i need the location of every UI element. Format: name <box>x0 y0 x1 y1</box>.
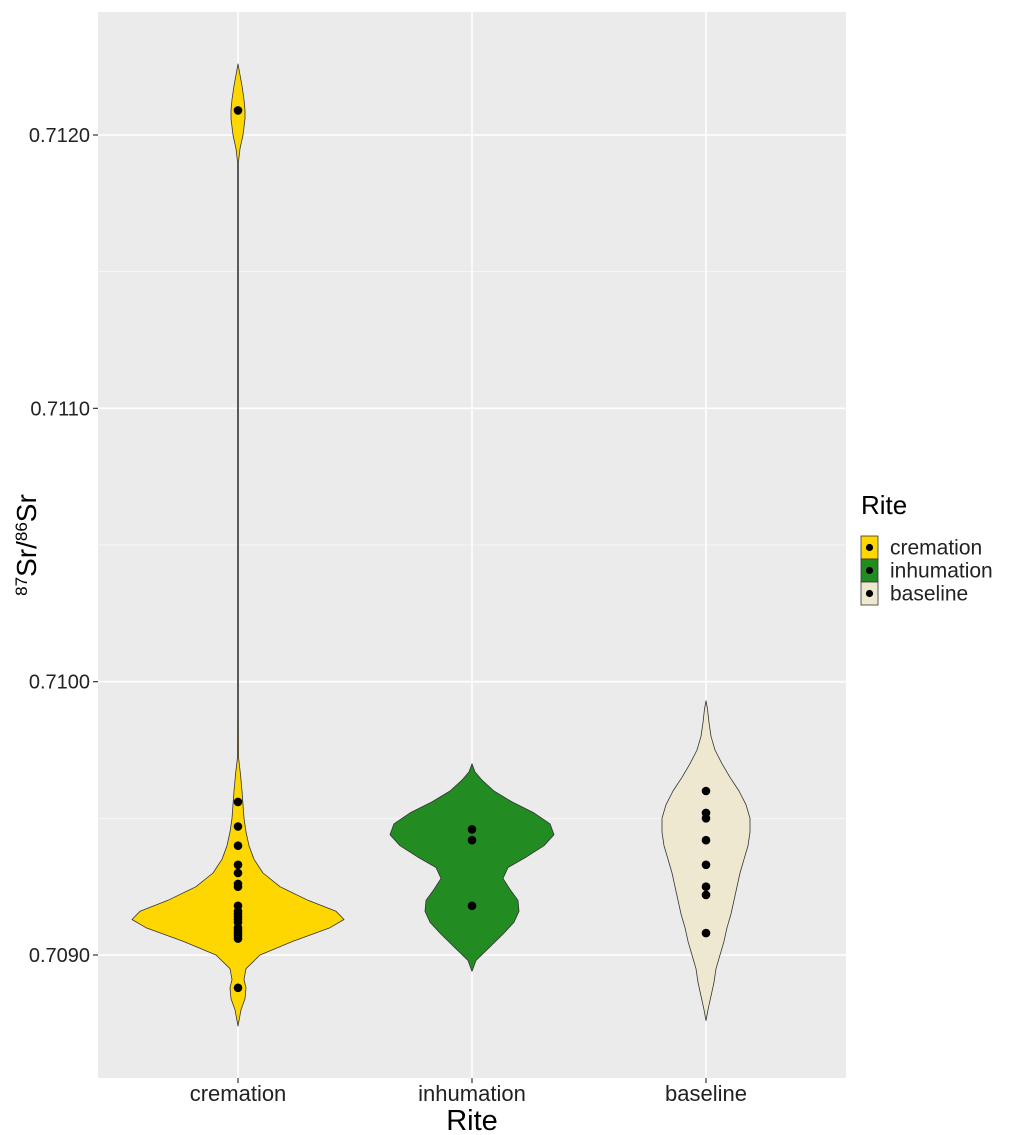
point-baseline-5 <box>701 882 711 891</box>
y-axis-title-sr-2: Sr <box>11 494 42 522</box>
point-inhumation-2 <box>467 901 477 911</box>
point-cremation-1 <box>233 797 243 807</box>
points-layer <box>233 106 711 993</box>
violin-layer <box>131 63 751 1027</box>
point-cremation-3 <box>233 841 243 850</box>
legend-title: Rite <box>861 490 907 520</box>
point-cremation-0 <box>233 106 243 115</box>
point-cremation-4 <box>233 860 243 870</box>
point-baseline-2 <box>701 814 711 823</box>
y-tick-label-3: 0.7120 <box>29 125 90 147</box>
point-baseline-7 <box>701 928 711 938</box>
point-cremation-7 <box>233 882 243 891</box>
x-tick-label-inhumation: inhumation <box>418 1081 526 1106</box>
legend-key-dot-inhumation <box>865 566 874 575</box>
point-inhumation-1 <box>467 835 477 845</box>
point-baseline-6 <box>701 890 711 900</box>
x-axis: cremation inhumation baseline <box>190 1078 747 1106</box>
x-tick-label-baseline: baseline <box>665 1081 747 1106</box>
legend-key-dot-cremation <box>865 543 874 552</box>
y-tick-label-2: 0.7110 <box>30 398 90 420</box>
y-axis-title-sup-86: 86 <box>12 522 31 541</box>
point-inhumation-0 <box>467 825 477 834</box>
y-axis-title: 87Sr/86Sr <box>11 494 42 596</box>
legend-key-dot-baseline <box>865 589 874 598</box>
legend-label-inhumation: inhumation <box>890 560 993 583</box>
violin-inhumation <box>389 763 555 972</box>
point-baseline-4 <box>701 860 711 870</box>
violin-cremation <box>131 63 345 1027</box>
y-axis-title-sup-87: 87 <box>12 577 31 596</box>
legend-label-cremation: cremation <box>890 537 982 560</box>
point-cremation-2 <box>233 822 243 831</box>
y-axis-title-sr-1: Sr/ <box>11 541 42 577</box>
y-axis: 0.7090 0.7100 0.7110 0.7120 <box>29 125 98 967</box>
point-cremation-19 <box>233 983 243 993</box>
point-baseline-0 <box>701 786 711 796</box>
y-tick-label-0: 0.7090 <box>29 945 90 967</box>
point-cremation-18 <box>233 934 243 943</box>
legend-label-baseline: baseline <box>890 583 968 606</box>
y-tick-label-1: 0.7100 <box>29 672 90 694</box>
point-cremation-5 <box>233 868 243 878</box>
point-baseline-3 <box>701 835 711 845</box>
x-tick-label-cremation: cremation <box>190 1081 287 1106</box>
x-axis-title: Rite <box>446 1105 498 1135</box>
